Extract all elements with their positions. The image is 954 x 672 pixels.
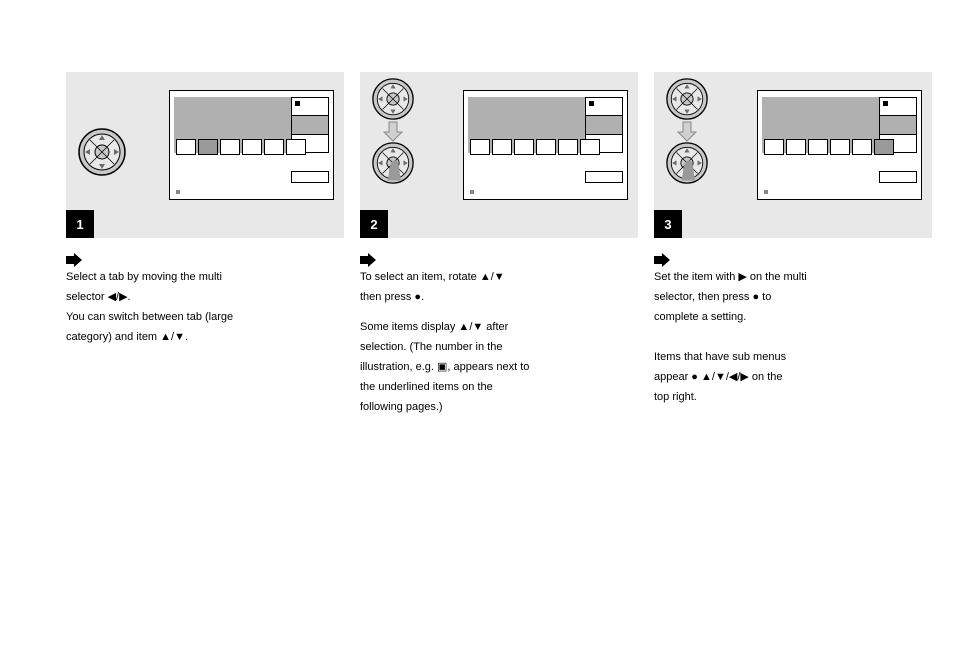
step2-line3: Some items display ▲/▼ after [360,320,638,336]
step3-line2: selector, then press ● to [654,290,932,306]
panel-2: 2 [360,72,638,238]
step1-line2: selector ◀/▶. [66,290,344,306]
step2-line6: the underlined items on the [360,380,638,396]
step1-line1: Select a tab by moving the multi [66,270,344,286]
step3-line6: appear ● ▲/▼/◀/▶ on the [654,370,932,386]
step3-line5: Items that have sub menus [654,350,932,366]
remote-dpad-icon [666,78,708,120]
text-col-1: Select a tab by moving the multi selecto… [66,270,344,420]
step2-line5: illustration, e.g. ▣, appears next to [360,360,638,376]
remote-press-icon [666,142,708,184]
panels-row: 1 [66,72,932,238]
step-number-3: 3 [654,210,682,238]
arrow-2 [360,253,638,269]
remote-dpad-icon [372,78,414,120]
ui-screen-1 [169,90,334,200]
arrows-row [66,253,932,269]
text-col-2: To select an item, rotate ▲/▼ then press… [360,270,638,420]
step2-line1: To select an item, rotate ▲/▼ [360,270,638,286]
step2-line2: then press ●. [360,290,638,306]
step2-line7: following pages.) [360,400,638,416]
arrow-1 [66,253,344,269]
panel-1: 1 [66,72,344,238]
arrow-3 [654,253,932,269]
step3-line7: top right. [654,390,932,406]
step3-line3: complete a setting. [654,310,932,326]
step1-line4: category) and item ▲/▼. [66,330,344,346]
step-number-2: 2 [360,210,388,238]
remote-dpad-icon [78,128,126,176]
step3-line1: Set the item with ▶ on the multi [654,270,932,286]
text-row: Select a tab by moving the multi selecto… [66,270,932,420]
step1-line3: You can switch between tab (large [66,310,344,326]
panel-3: 3 [654,72,932,238]
ui-screen-3 [757,90,922,200]
step2-line4: selection. (The number in the [360,340,638,356]
remote-press-icon [372,142,414,184]
ui-screen-2 [463,90,628,200]
step-number-1: 1 [66,210,94,238]
text-col-3: Set the item with ▶ on the multi selecto… [654,270,932,420]
